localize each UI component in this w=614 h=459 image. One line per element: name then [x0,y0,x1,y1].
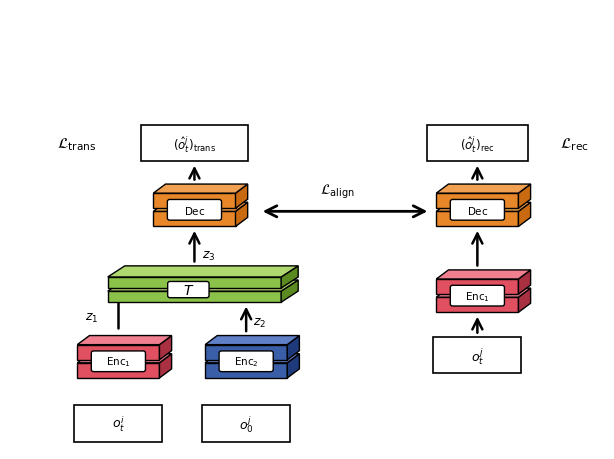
Text: $(\hat{o}_t^j)_\mathrm{rec}$: $(\hat{o}_t^j)_\mathrm{rec}$ [460,134,495,154]
Polygon shape [518,270,530,295]
Polygon shape [77,354,172,363]
Polygon shape [74,405,163,442]
FancyBboxPatch shape [450,200,505,221]
Text: $z_1$: $z_1$ [85,312,98,325]
Polygon shape [205,345,287,360]
Polygon shape [77,336,172,345]
Polygon shape [77,345,160,360]
Polygon shape [518,203,530,227]
Polygon shape [154,194,236,209]
Polygon shape [154,203,247,212]
Polygon shape [433,337,521,374]
FancyBboxPatch shape [450,285,505,306]
Polygon shape [141,126,247,162]
Text: $\mathrm{Dec}$: $\mathrm{Dec}$ [467,204,488,216]
Polygon shape [281,266,298,288]
Text: $o_0^j$: $o_0^j$ [239,413,254,434]
Text: $\mathrm{Enc}_1$: $\mathrm{Enc}_1$ [106,355,131,369]
Polygon shape [437,185,530,194]
Text: $\mathcal{L}_\mathrm{trans}$: $\mathcal{L}_\mathrm{trans}$ [58,135,97,152]
Polygon shape [107,280,298,291]
Polygon shape [107,266,298,277]
Polygon shape [160,354,172,378]
Polygon shape [160,336,172,360]
Text: $\mathrm{Enc}_1$: $\mathrm{Enc}_1$ [465,289,490,303]
Polygon shape [236,203,247,227]
Polygon shape [437,288,530,297]
Polygon shape [287,354,300,378]
Polygon shape [287,336,300,360]
FancyBboxPatch shape [219,351,273,372]
Text: $\mathcal{L}_\mathrm{align}$: $\mathcal{L}_\mathrm{align}$ [320,183,355,201]
Text: $\mathrm{Enc}_2$: $\mathrm{Enc}_2$ [234,355,258,369]
Polygon shape [437,297,518,313]
Text: $o_t^j$: $o_t^j$ [471,345,484,366]
Polygon shape [154,212,236,227]
Text: $\mathcal{L}_\mathrm{rec}$: $\mathcal{L}_\mathrm{rec}$ [559,135,588,152]
Polygon shape [518,185,530,209]
Polygon shape [427,126,527,162]
Polygon shape [205,336,300,345]
Text: $\mathrm{Dec}$: $\mathrm{Dec}$ [184,204,205,216]
Polygon shape [77,363,160,378]
Polygon shape [202,405,290,442]
FancyBboxPatch shape [168,200,222,221]
Polygon shape [437,270,530,280]
Polygon shape [518,288,530,313]
Polygon shape [437,212,518,227]
Polygon shape [437,194,518,209]
Text: $z_3$: $z_3$ [202,250,215,263]
Text: $z_2$: $z_2$ [254,316,266,329]
Polygon shape [205,363,287,378]
Polygon shape [154,185,247,194]
Polygon shape [437,203,530,212]
Text: $o_t^i$: $o_t^i$ [112,414,125,433]
Polygon shape [236,185,247,209]
Polygon shape [205,354,300,363]
Text: $(\hat{o}_t^j)_\mathrm{trans}$: $(\hat{o}_t^j)_\mathrm{trans}$ [173,134,216,154]
Polygon shape [437,280,518,295]
Polygon shape [107,291,281,302]
Text: $T$: $T$ [183,283,194,297]
FancyBboxPatch shape [91,351,146,372]
Polygon shape [281,280,298,302]
Polygon shape [107,277,281,288]
FancyBboxPatch shape [168,282,209,298]
